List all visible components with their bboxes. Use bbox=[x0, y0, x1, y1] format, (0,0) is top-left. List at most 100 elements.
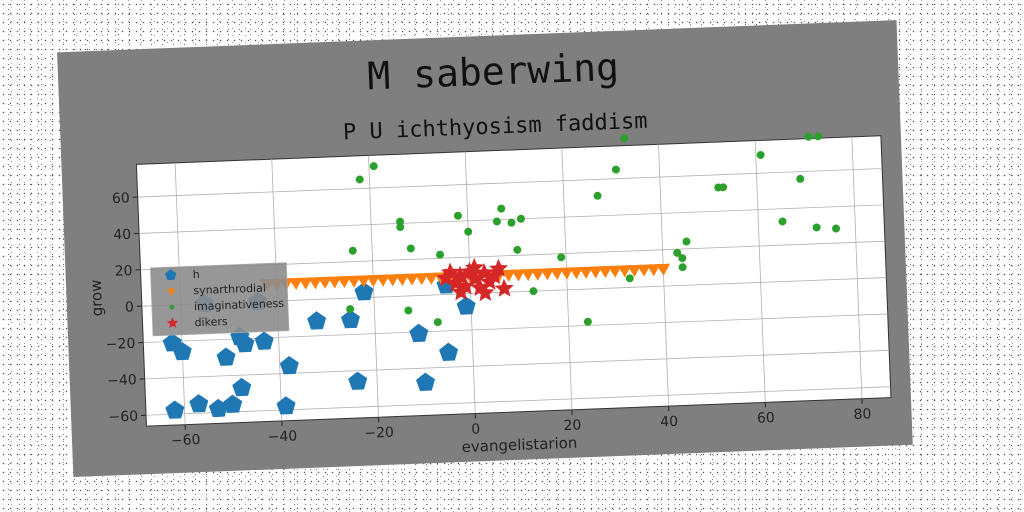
y-ticks: −60 −40 −20 0 20 40 60 bbox=[105, 190, 147, 426]
data-point bbox=[409, 323, 429, 343]
data-point bbox=[516, 214, 525, 223]
data-point bbox=[424, 272, 439, 285]
data-point bbox=[308, 277, 322, 290]
series-imaginativeness bbox=[346, 132, 841, 327]
data-point bbox=[414, 272, 429, 286]
x-grid-line bbox=[754, 140, 766, 403]
legend-marker bbox=[166, 317, 179, 329]
x-tick-label: 0 bbox=[471, 421, 481, 437]
data-point bbox=[588, 266, 603, 279]
data-point bbox=[451, 282, 471, 301]
x-ticks: −60 −40 −20 0 20 40 60 80 bbox=[171, 398, 872, 449]
data-point bbox=[235, 334, 255, 353]
legend-box bbox=[150, 262, 290, 337]
legend-label: imaginativeness bbox=[194, 297, 285, 313]
data-point bbox=[404, 306, 413, 315]
legend-marker bbox=[169, 304, 175, 310]
data-point bbox=[385, 274, 400, 287]
x-tick-label: 80 bbox=[853, 406, 871, 423]
data-point bbox=[673, 248, 682, 257]
data-point bbox=[475, 282, 495, 302]
data-point bbox=[366, 274, 380, 288]
data-point bbox=[208, 398, 228, 418]
data-point bbox=[625, 274, 634, 283]
legend-label: dikers bbox=[194, 315, 228, 329]
legend-marker bbox=[164, 269, 177, 281]
data-point bbox=[489, 258, 509, 278]
data-point bbox=[348, 246, 357, 255]
x-tick-label: −60 bbox=[171, 432, 201, 449]
data-point bbox=[513, 245, 522, 254]
data-point bbox=[569, 267, 584, 280]
data-point bbox=[719, 183, 728, 192]
data-point bbox=[355, 175, 364, 184]
data-point bbox=[453, 211, 462, 220]
data-marks bbox=[162, 132, 841, 419]
y-tick-label: 40 bbox=[113, 227, 131, 244]
data-point bbox=[395, 273, 409, 286]
data-point bbox=[529, 287, 538, 296]
data-point bbox=[540, 268, 555, 281]
y-tick-label: 0 bbox=[125, 299, 135, 315]
x-tick-label: 20 bbox=[563, 417, 581, 434]
data-point bbox=[346, 305, 355, 314]
x-tick-label: −20 bbox=[364, 425, 394, 442]
y-grid-line bbox=[144, 349, 890, 380]
data-point bbox=[611, 165, 620, 174]
data-point bbox=[317, 276, 332, 289]
x-tick-label: 40 bbox=[660, 414, 678, 431]
data-point bbox=[298, 277, 313, 290]
data-point bbox=[254, 331, 274, 350]
y-tick-label: −40 bbox=[107, 372, 137, 389]
data-point bbox=[439, 342, 459, 361]
data-point bbox=[778, 217, 787, 226]
data-point bbox=[494, 278, 514, 297]
data-point bbox=[627, 264, 642, 278]
data-point bbox=[223, 394, 243, 413]
y-grid-line bbox=[146, 386, 891, 416]
data-point bbox=[346, 275, 361, 288]
data-point bbox=[646, 264, 661, 277]
data-point bbox=[796, 174, 805, 183]
data-point bbox=[583, 317, 592, 326]
legend-label: h bbox=[192, 268, 199, 281]
data-point bbox=[455, 276, 475, 295]
data-point bbox=[520, 268, 535, 282]
data-point bbox=[804, 132, 813, 141]
data-point bbox=[607, 265, 622, 278]
data-point bbox=[507, 218, 516, 227]
series-dikers bbox=[436, 257, 514, 302]
data-point bbox=[813, 132, 822, 141]
data-point bbox=[165, 400, 185, 419]
data-point bbox=[559, 267, 574, 280]
plot-background bbox=[135, 135, 892, 427]
legend-marker bbox=[167, 288, 176, 296]
data-point bbox=[497, 204, 506, 213]
data-point bbox=[369, 162, 378, 171]
y-tick-label: 20 bbox=[114, 263, 132, 280]
chart-title: M saberwing bbox=[367, 45, 620, 99]
data-point bbox=[288, 277, 303, 291]
data-point bbox=[678, 254, 687, 263]
data-point bbox=[279, 356, 299, 375]
data-point bbox=[756, 150, 765, 159]
data-point bbox=[340, 310, 360, 329]
data-point bbox=[501, 269, 516, 282]
data-point bbox=[578, 266, 593, 279]
data-point bbox=[436, 250, 445, 259]
data-point bbox=[456, 296, 476, 315]
data-point bbox=[593, 191, 602, 200]
x-tick-label: −40 bbox=[267, 428, 297, 445]
data-point bbox=[307, 311, 327, 330]
data-point bbox=[598, 265, 613, 279]
data-point bbox=[620, 134, 629, 143]
y-tick-label: 60 bbox=[112, 190, 130, 207]
x-axis-label: evangelistarion bbox=[461, 434, 577, 456]
data-point bbox=[404, 273, 419, 286]
data-point bbox=[492, 217, 501, 226]
data-point bbox=[348, 371, 368, 390]
data-point bbox=[354, 282, 374, 301]
x-grid-line bbox=[851, 136, 863, 399]
data-point bbox=[356, 275, 371, 288]
